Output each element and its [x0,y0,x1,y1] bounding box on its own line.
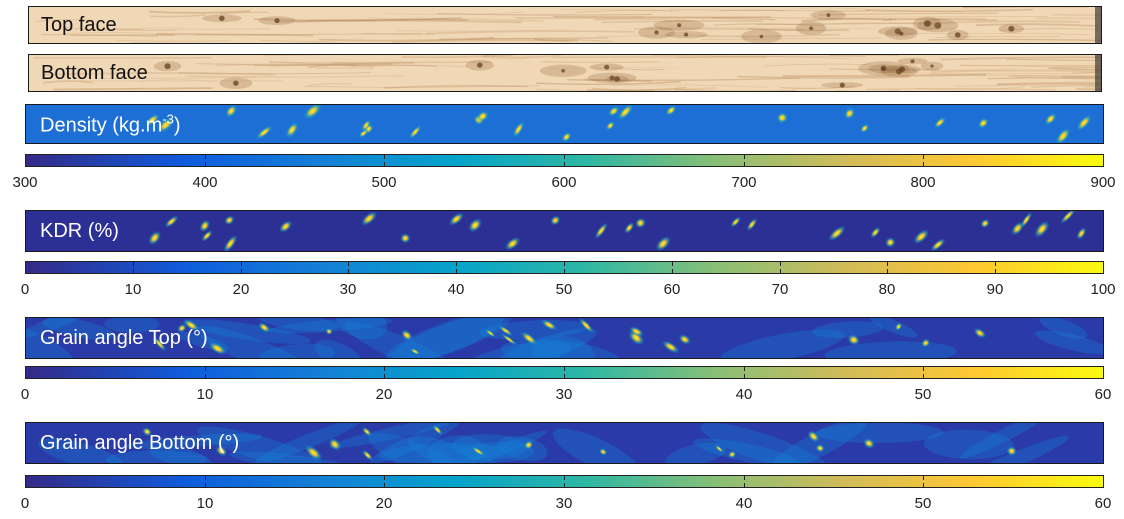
grain-angle-bottom-label: Grain angle Bottom (°) [40,432,240,454]
colorbar-tick-label: 300 [12,174,38,191]
density-label: Density (kg.m-3) [40,111,181,137]
density-colorbar [25,154,1104,167]
colorbar-tick-label: 400 [192,174,218,191]
top-face-texture [29,7,1101,43]
colorbar-tick-label: 70 [771,281,789,298]
grain-angle-top-colorbar [25,366,1104,379]
colorbar-tick-label: 40 [735,495,753,512]
grain-angle-top-label: Grain angle Top (°) [40,327,208,349]
grain-angle-bottom-colorbar [25,475,1104,488]
colorbar-tick-label: 60 [1094,495,1112,512]
colorbar-tick-label: 30 [339,281,357,298]
colorbar-tick-label: 800 [910,174,936,191]
colorbar-tick-label: 60 [663,281,681,298]
colorbar-tick-label: 10 [124,281,142,298]
density-map-image [26,105,1103,143]
colorbar-tick-label: 60 [1094,386,1112,403]
bottom-face-texture [29,55,1101,91]
colorbar-tick-label: 40 [447,281,465,298]
colorbar-tick-label: 30 [555,495,573,512]
colorbar-tick-label: 20 [375,495,393,512]
kdr-map-image [26,211,1103,251]
kdr-colorbar [25,261,1104,274]
bottom-face-label: Bottom face [41,62,148,84]
grain-angle-bottom-map-image [26,423,1103,463]
colorbar-tick-label: 20 [232,281,250,298]
colorbar-tick-label: 40 [735,386,753,403]
colorbar-tick-label: 50 [914,495,932,512]
colorbar-tick-label: 50 [555,281,573,298]
colorbar-tick-label: 900 [1090,174,1116,191]
top-face-label: Top face [41,14,117,36]
kdr-map: KDR (%) [25,210,1104,252]
colorbar-tick-label: 100 [1090,281,1116,298]
colorbar-tick-label: 80 [878,281,896,298]
top-face-image: Top face [28,6,1102,44]
colorbar-tick-label: 90 [986,281,1004,298]
grain-angle-bottom-map: Grain angle Bottom (°) [25,422,1104,464]
colorbar-tick-label: 0 [20,281,30,298]
density-map: Density (kg.m-3) [25,104,1104,144]
colorbar-tick-label: 700 [731,174,757,191]
colorbar-tick-label: 50 [914,386,932,403]
colorbar-tick-label: 20 [375,386,393,403]
colorbar-tick-label: 10 [196,386,214,403]
colorbar-tick-label: 600 [551,174,577,191]
colorbar-tick-label: 500 [371,174,397,191]
colorbar-tick-label: 0 [20,495,30,512]
grain-angle-top-map: Grain angle Top (°) [25,317,1104,359]
colorbar-tick-label: 30 [555,386,573,403]
colorbar-tick-label: 0 [20,386,30,403]
grain-angle-top-map-image [26,318,1103,358]
kdr-label: KDR (%) [40,220,119,242]
colorbar-tick-label: 10 [196,495,214,512]
bottom-face-image: Bottom face [28,54,1102,92]
